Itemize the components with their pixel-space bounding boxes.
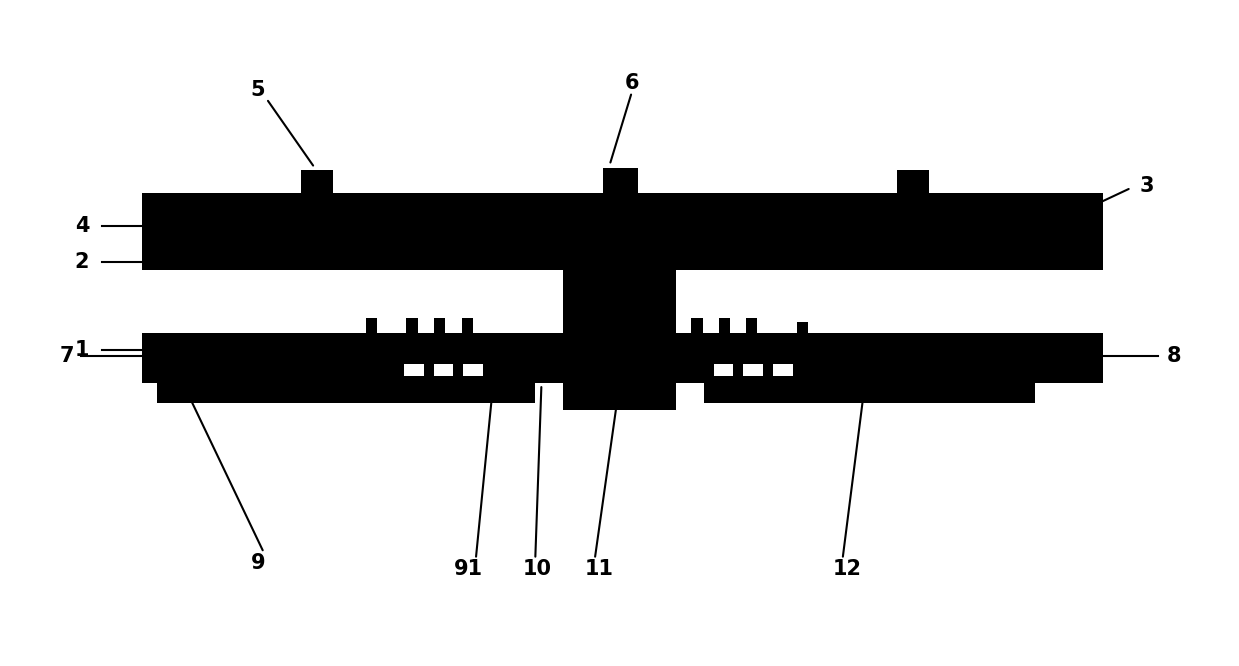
Text: 9: 9: [250, 553, 265, 573]
Text: 4: 4: [74, 216, 89, 236]
Text: 1: 1: [74, 340, 89, 360]
Text: 8: 8: [1167, 346, 1182, 366]
Bar: [301, 170, 333, 193]
Bar: [366, 318, 377, 333]
Text: 11: 11: [585, 559, 613, 579]
Bar: [404, 364, 424, 376]
Text: 2: 2: [74, 252, 89, 272]
Bar: [797, 322, 808, 333]
Text: 5: 5: [250, 80, 265, 100]
Bar: [406, 318, 418, 333]
Text: 91: 91: [453, 559, 483, 579]
Bar: [746, 318, 757, 333]
Text: 12: 12: [833, 559, 861, 579]
Bar: [563, 270, 676, 410]
Bar: [719, 318, 730, 333]
Bar: [142, 193, 1103, 270]
Bar: [462, 318, 473, 333]
Bar: [714, 364, 733, 376]
Bar: [773, 364, 793, 376]
Bar: [434, 318, 445, 333]
Text: 6: 6: [624, 73, 639, 93]
Text: 7: 7: [59, 346, 74, 366]
Text: 3: 3: [1140, 176, 1155, 196]
Bar: [434, 364, 453, 376]
Bar: [743, 364, 763, 376]
Bar: [142, 333, 1103, 383]
Bar: [463, 364, 483, 376]
Bar: [603, 168, 638, 193]
Bar: [157, 383, 535, 403]
Bar: [897, 170, 929, 193]
Bar: [691, 318, 703, 333]
Bar: [704, 383, 1035, 403]
Text: 10: 10: [523, 559, 551, 579]
